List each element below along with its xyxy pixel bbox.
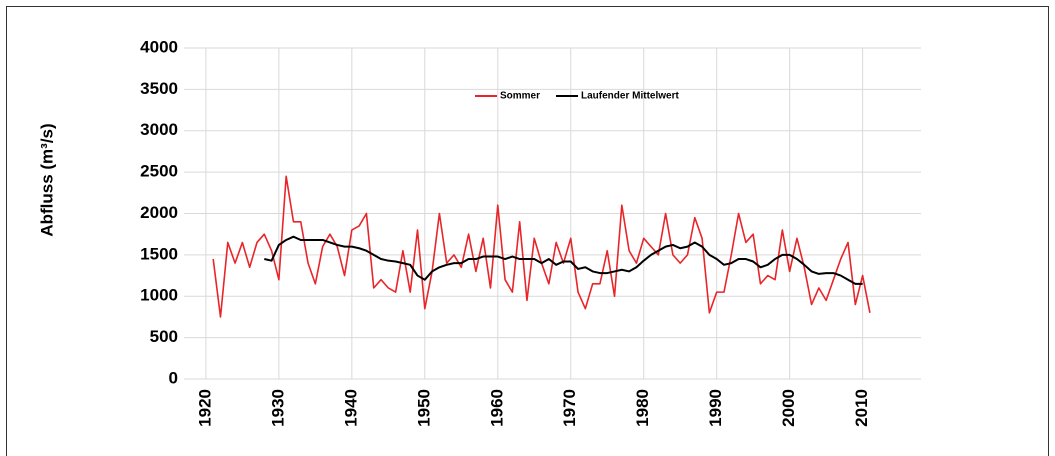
x-tick-label: 2000 — [779, 389, 798, 427]
y-tick-label: 1000 — [140, 286, 178, 305]
legend-label: Laufender Mittelwert — [581, 91, 679, 102]
x-tick-label: 1990 — [706, 389, 725, 427]
x-tick-label: 2010 — [852, 389, 871, 427]
x-tick-label: 1950 — [414, 389, 433, 427]
y-tick-label: 2500 — [140, 162, 178, 181]
legend-label: Sommer — [500, 91, 540, 102]
y-tick-label: 0 — [169, 368, 178, 387]
y-tick-label: 3000 — [140, 120, 178, 139]
y-tick-label: 500 — [150, 327, 178, 346]
x-tick-label: 1970 — [560, 389, 579, 427]
x-tick-label: 1920 — [195, 389, 214, 427]
x-tick-label: 1980 — [633, 389, 652, 427]
y-tick-label: 1500 — [140, 244, 178, 263]
x-tick-label: 1930 — [268, 389, 287, 427]
y-tick-label: 3500 — [140, 79, 178, 98]
y-tick-label: 4000 — [140, 37, 178, 56]
x-tick-label: 1960 — [487, 389, 506, 427]
y-tick-label: 2000 — [140, 203, 178, 222]
x-tick-label: 1940 — [341, 389, 360, 427]
y-axis-label: Abfluss (m³/s) — [37, 123, 56, 236]
series-line — [264, 235, 863, 285]
frame — [6, 6, 1049, 456]
